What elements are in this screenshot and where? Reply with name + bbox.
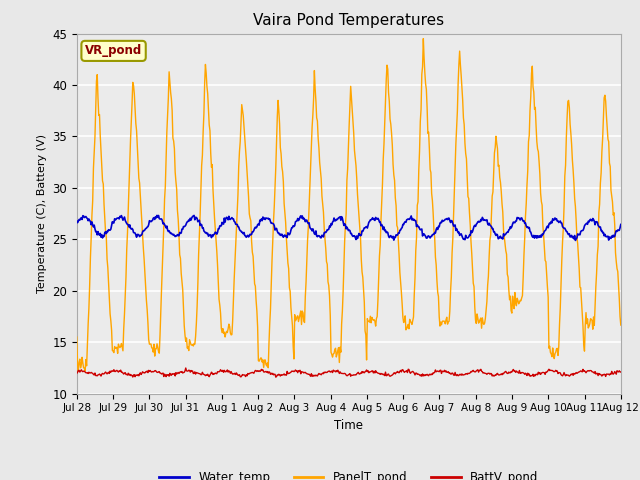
Text: VR_pond: VR_pond bbox=[85, 44, 142, 58]
Title: Vaira Pond Temperatures: Vaira Pond Temperatures bbox=[253, 13, 444, 28]
X-axis label: Time: Time bbox=[334, 419, 364, 432]
Legend: Water_temp, PanelT_pond, BattV_pond: Water_temp, PanelT_pond, BattV_pond bbox=[154, 466, 543, 480]
Y-axis label: Temperature (C), Battery (V): Temperature (C), Battery (V) bbox=[36, 134, 47, 293]
